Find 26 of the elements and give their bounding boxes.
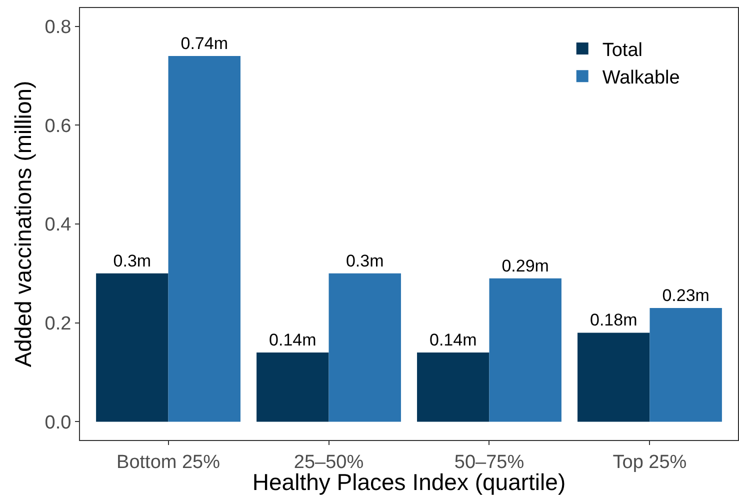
y-tick-label: 0.6 xyxy=(44,116,72,137)
y-tick-label: 0.4 xyxy=(44,214,72,236)
legend-label: Walkable xyxy=(602,68,680,89)
data-label: 0.14m xyxy=(269,330,316,350)
data-label: 0.14m xyxy=(430,330,477,350)
y-axis-title: Added vaccinations (million) xyxy=(10,80,36,368)
data-label: 0.29m xyxy=(502,256,549,276)
bar xyxy=(328,273,401,422)
data-label: 0.18m xyxy=(590,310,638,330)
y-tick-label: 0.2 xyxy=(44,314,72,335)
y-tick-label: 0.0 xyxy=(44,412,72,434)
bar xyxy=(578,332,650,422)
bar xyxy=(417,352,490,422)
y-tick-label: 0.8 xyxy=(44,16,72,38)
x-tick-label: Top 25% xyxy=(612,452,687,473)
bar xyxy=(256,352,329,422)
bar xyxy=(168,56,240,422)
data-label: 0.3m xyxy=(346,251,384,270)
data-label: 0.23m xyxy=(662,286,710,306)
data-label: 0.74m xyxy=(180,34,228,53)
legend-label: Total xyxy=(602,40,642,61)
bar xyxy=(489,278,562,422)
bar xyxy=(96,273,168,422)
bar xyxy=(650,308,722,422)
x-tick-label: Bottom 25% xyxy=(116,452,220,473)
data-label: 0.3m xyxy=(113,251,152,270)
